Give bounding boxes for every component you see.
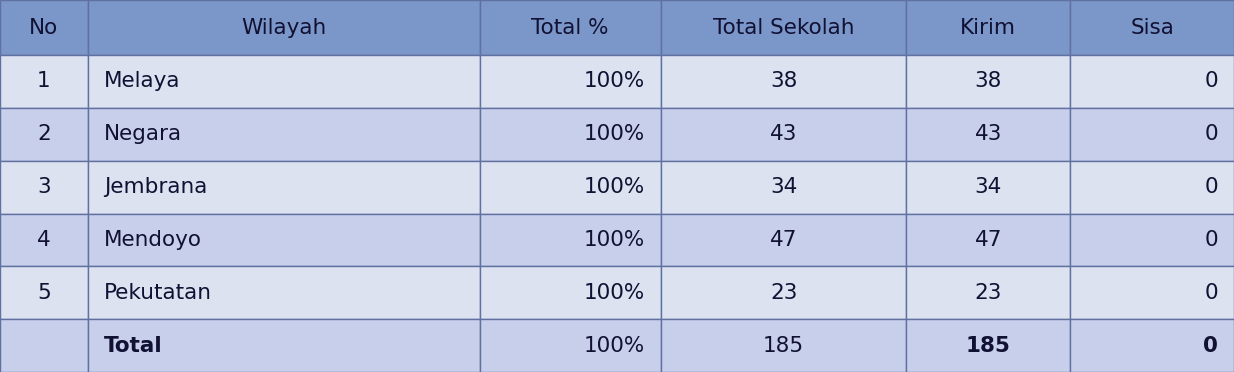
Text: 0: 0 (1204, 177, 1218, 197)
Text: 0: 0 (1204, 230, 1218, 250)
Bar (88, 266, 480, 319)
Text: 23: 23 (770, 283, 797, 303)
Text: No: No (30, 17, 58, 38)
Bar (661, 319, 907, 372)
Bar (1070, 214, 1234, 266)
Bar (907, 266, 1070, 319)
Text: Sisa: Sisa (1130, 17, 1174, 38)
Bar (661, 0, 907, 55)
Bar (88, 161, 480, 214)
Text: 185: 185 (966, 336, 1011, 356)
Text: 34: 34 (770, 177, 797, 197)
Text: Mendoyo: Mendoyo (104, 230, 202, 250)
Bar (0, 214, 88, 266)
Text: 0: 0 (1204, 71, 1218, 92)
Text: 100%: 100% (584, 283, 645, 303)
Bar (1070, 0, 1234, 55)
Bar (661, 108, 907, 161)
Bar (907, 0, 1070, 55)
Bar (907, 161, 1070, 214)
Bar (480, 108, 661, 161)
Text: 100%: 100% (584, 124, 645, 144)
Bar (907, 214, 1070, 266)
Bar (907, 55, 1070, 108)
Bar (0, 319, 88, 372)
Bar (0, 55, 88, 108)
Text: 47: 47 (975, 230, 1002, 250)
Text: 47: 47 (770, 230, 797, 250)
Text: 0: 0 (1204, 283, 1218, 303)
Bar (661, 161, 907, 214)
Text: Wilayah: Wilayah (241, 17, 326, 38)
Text: 1: 1 (37, 71, 51, 92)
Text: 2: 2 (37, 124, 51, 144)
Bar (1070, 161, 1234, 214)
Text: Negara: Negara (104, 124, 181, 144)
Text: 34: 34 (975, 177, 1002, 197)
Bar (1070, 319, 1234, 372)
Text: 5: 5 (37, 283, 51, 303)
Text: 100%: 100% (584, 71, 645, 92)
Text: 38: 38 (770, 71, 797, 92)
Bar (0, 161, 88, 214)
Bar (1070, 108, 1234, 161)
Bar (0, 108, 88, 161)
Bar (907, 319, 1070, 372)
Text: 43: 43 (770, 124, 797, 144)
Text: 100%: 100% (584, 336, 645, 356)
Bar (0, 266, 88, 319)
Bar (88, 0, 480, 55)
Text: 3: 3 (37, 177, 51, 197)
Bar (88, 108, 480, 161)
Bar (661, 266, 907, 319)
Text: Total: Total (104, 336, 163, 356)
Text: 100%: 100% (584, 177, 645, 197)
Bar (480, 266, 661, 319)
Bar (480, 319, 661, 372)
Text: Melaya: Melaya (104, 71, 180, 92)
Bar (661, 55, 907, 108)
Bar (0, 0, 88, 55)
Bar (88, 214, 480, 266)
Text: Total %: Total % (532, 17, 608, 38)
Text: 0: 0 (1204, 124, 1218, 144)
Bar (907, 108, 1070, 161)
Bar (480, 0, 661, 55)
Bar (480, 55, 661, 108)
Text: 0: 0 (1203, 336, 1218, 356)
Bar (1070, 55, 1234, 108)
Text: 43: 43 (975, 124, 1002, 144)
Text: 185: 185 (763, 336, 805, 356)
Text: 23: 23 (975, 283, 1002, 303)
Bar (661, 214, 907, 266)
Text: Jembrana: Jembrana (104, 177, 207, 197)
Text: 100%: 100% (584, 230, 645, 250)
Bar (480, 161, 661, 214)
Bar (480, 214, 661, 266)
Bar (1070, 266, 1234, 319)
Text: Total Sekolah: Total Sekolah (713, 17, 854, 38)
Bar (88, 55, 480, 108)
Text: 4: 4 (37, 230, 51, 250)
Bar (88, 319, 480, 372)
Text: 38: 38 (975, 71, 1002, 92)
Text: Pekutatan: Pekutatan (104, 283, 212, 303)
Text: Kirim: Kirim (960, 17, 1017, 38)
